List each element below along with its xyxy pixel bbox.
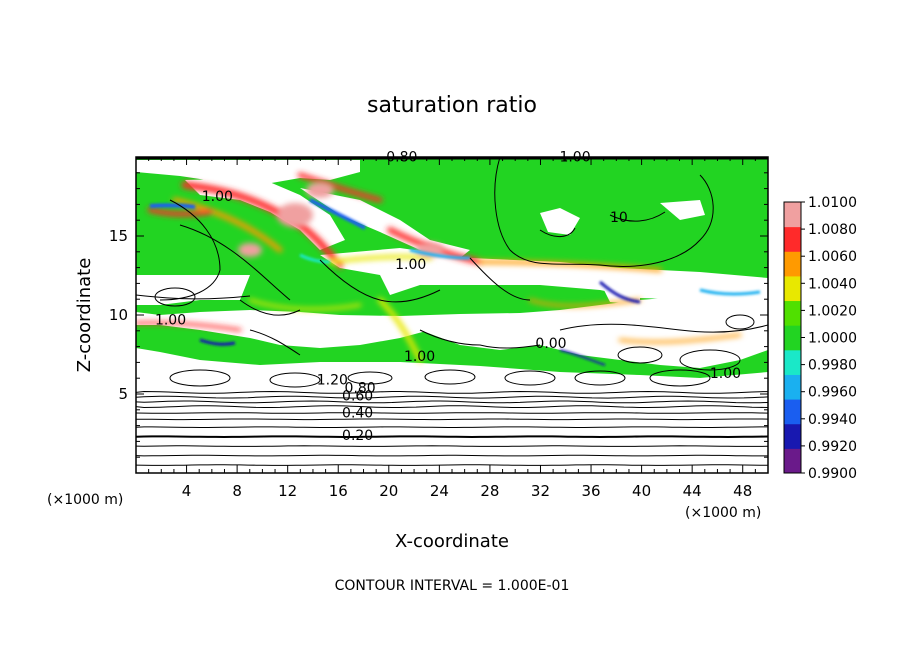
- contour-line-z-4: [136, 426, 768, 428]
- colorbar-label-3: 1.0040: [808, 276, 857, 292]
- chart-title: saturation ratio: [367, 93, 537, 118]
- colorbar-label-10: 0.9900: [808, 466, 857, 482]
- colorbar-label-7: 0.9960: [808, 385, 857, 401]
- contour-label-10: 0.80: [345, 380, 376, 396]
- contour-line-z-5: [136, 418, 768, 421]
- colorbar-swatch-8: [784, 251, 801, 277]
- colorbar-label-1: 1.0080: [808, 222, 857, 238]
- x-unit-label-left: (×1000 m): [47, 492, 123, 508]
- contour-line-z-0: [136, 464, 768, 466]
- x-tick-label-16: 16: [329, 482, 348, 500]
- y-tick-label-5: 5: [118, 385, 128, 403]
- contour-label-2: 1.00: [202, 189, 233, 205]
- contour-label-13: 0.20: [342, 428, 373, 444]
- colorbar-label-2: 1.0060: [808, 249, 857, 265]
- colorbar-label-9: 0.9920: [808, 439, 857, 455]
- contour-label-4: 1.00: [395, 257, 426, 273]
- contour-line-z-1: [136, 454, 768, 457]
- contour-label-6: 1.00: [404, 349, 435, 365]
- cloud-voids: [136, 160, 768, 350]
- x-tick-label-24: 24: [430, 482, 449, 500]
- x-unit-label-right: (×1000 m): [685, 505, 761, 521]
- subsaturation-rims: [149, 198, 761, 366]
- y-tick-label-15: 15: [109, 227, 128, 245]
- y-axis: 5 10 15: [109, 172, 768, 458]
- colorbar-swatch-3: [784, 374, 801, 400]
- colorbar: 1.0100 1.0080 1.0060 1.0040 1.0020 1.0000 0.99…: [783, 195, 857, 482]
- colorbar-swatch-0: [784, 448, 801, 474]
- contour-label-12: 0.40: [342, 406, 373, 422]
- contour-label-7: 0.00: [535, 336, 566, 352]
- x-tick-label-44: 44: [683, 482, 702, 500]
- y-tick-label-10: 10: [109, 306, 128, 324]
- y-axis-label: Z-coordinate: [74, 258, 95, 373]
- contour-label-3: 10: [610, 210, 628, 226]
- contour-line-z-10: [136, 390, 768, 394]
- contour-line-z-2: [136, 445, 768, 447]
- x-tick-label-40: 40: [632, 482, 651, 500]
- x-tick-label-36: 36: [581, 482, 600, 500]
- contour-line-z-7: [136, 405, 768, 409]
- x-tick-label-20: 20: [379, 482, 398, 500]
- colorbar-swatch-4: [784, 349, 801, 375]
- colorbar-swatch-9: [784, 226, 801, 252]
- x-tick-label-28: 28: [480, 482, 499, 500]
- contour-blobs-lower: [154, 287, 755, 388]
- x-tick-label-32: 32: [531, 482, 550, 500]
- colorbar-swatch-2: [784, 399, 801, 425]
- horizontal-contours: [136, 390, 768, 466]
- contour-line-z-9: [136, 395, 768, 399]
- colorbar-label-6: 0.9980: [808, 358, 857, 374]
- contour-line-z-8: [136, 400, 768, 404]
- x-axis: 4 8 12 16 20 24 28 32 36 40 44 48: [148, 157, 756, 500]
- x-tick-label-48: 48: [733, 482, 752, 500]
- contour-label-11: 0.60: [342, 388, 373, 404]
- x-tick-label-12: 12: [278, 482, 297, 500]
- colorbar-swatch-6: [784, 300, 801, 326]
- colorbar-label-8: 0.9940: [808, 412, 857, 428]
- contour-line-z-3: [136, 435, 768, 439]
- x-tick-label-8: 8: [232, 482, 242, 500]
- x-axis-label: X-coordinate: [395, 531, 509, 552]
- colorbar-swatch-10: [784, 202, 801, 228]
- colorbar-swatch-7: [784, 275, 801, 302]
- contour-label-8: 1.00: [710, 366, 741, 382]
- contour-lines-upper: [136, 157, 768, 356]
- contour-label-9: 1.20: [317, 373, 348, 389]
- contour-interval-footer: CONTOUR INTERVAL = 1.000E-01: [335, 578, 570, 594]
- contour-label-5: 1.00: [155, 312, 186, 328]
- colorbar-label-4: 1.0020: [808, 303, 857, 319]
- colorbar-swatch-5: [784, 325, 801, 351]
- colorbar-label-0: 1.0100: [808, 195, 857, 211]
- contour-labels: 0.801.001.00101.001.001.000.001.001.200.…: [155, 150, 741, 444]
- high-saturation-spots: [238, 182, 444, 257]
- colorbar-swatch-1: [784, 423, 801, 449]
- plot-area: [136, 157, 768, 473]
- green-region-lower: [136, 318, 768, 378]
- contour-line-z-6: [136, 412, 768, 414]
- x-tick-label-4: 4: [182, 482, 192, 500]
- colorbar-label-5: 1.0000: [808, 331, 857, 347]
